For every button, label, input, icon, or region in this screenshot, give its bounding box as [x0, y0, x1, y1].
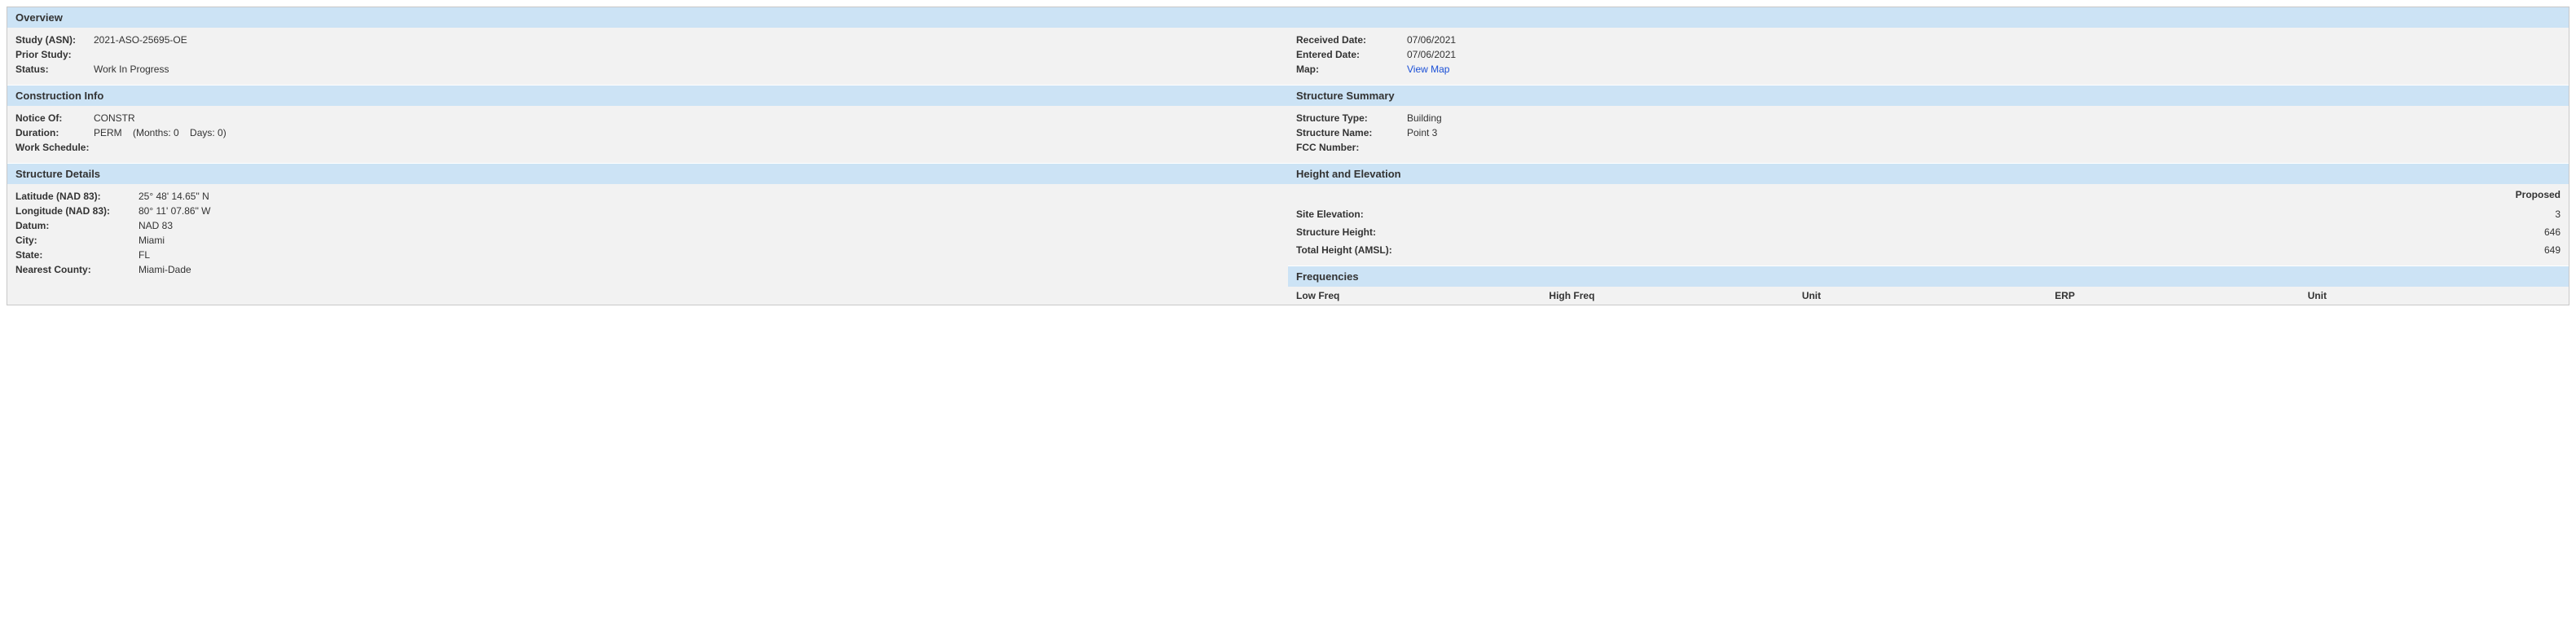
case-panel: Overview Study (ASN): 2021-ASO-25695-OE … [7, 7, 2569, 305]
city-label: City: [15, 235, 134, 246]
frequencies-header: Frequencies [1288, 266, 2569, 287]
total-height-label: Total Height (AMSL): [1296, 244, 2487, 256]
notice-of-value: CONSTR [89, 112, 135, 124]
details-height-row: Structure Details Latitude (NAD 83): 25°… [7, 163, 2569, 305]
freq-col-low: Low Freq [1296, 290, 1549, 301]
duration-value: PERM (Months: 0 Days: 0) [89, 127, 226, 138]
site-elevation-label: Site Elevation: [1296, 209, 2487, 220]
status-label: Status: [15, 64, 89, 75]
details-col: Structure Details Latitude (NAD 83): 25°… [7, 163, 1288, 305]
structure-name-value: Point 3 [1402, 127, 1437, 138]
map-label: Map: [1296, 64, 1402, 75]
entered-date-value: 07/06/2021 [1402, 49, 1456, 60]
height-col: Height and Elevation Proposed Site Eleva… [1288, 163, 2569, 305]
structure-name-label: Structure Name: [1296, 127, 1402, 138]
freq-col-unit1: Unit [1802, 290, 2055, 301]
datum-value: NAD 83 [134, 220, 173, 231]
structure-height-value: 646 [2487, 226, 2561, 238]
notice-of-label: Notice Of: [15, 112, 89, 124]
study-asn-label: Study (ASN): [15, 34, 89, 46]
freq-col-high: High Freq [1549, 290, 1801, 301]
prior-study-label: Prior Study: [15, 49, 89, 60]
overview-right: Received Date: 07/06/2021 Entered Date: … [1288, 28, 2569, 85]
status-value: Work In Progress [89, 64, 169, 75]
nearest-county-label: Nearest County: [15, 264, 134, 275]
received-date-value: 07/06/2021 [1402, 34, 1456, 46]
fcc-number-label: FCC Number: [1296, 142, 1402, 153]
freq-col-unit2: Unit [2308, 290, 2561, 301]
latitude-label: Latitude (NAD 83): [15, 191, 134, 202]
nearest-county-value: Miami-Dade [134, 264, 191, 275]
received-date-label: Received Date: [1296, 34, 1402, 46]
details-header: Structure Details [7, 163, 1288, 184]
construction-header: Construction Info [7, 85, 1288, 106]
latitude-value: 25° 48' 14.65" N [134, 191, 209, 202]
duration-label: Duration: [15, 127, 89, 138]
overview-body: Study (ASN): 2021-ASO-25695-OE Prior Stu… [7, 28, 2569, 85]
proposed-column-header: Proposed [2487, 189, 2561, 200]
state-value: FL [134, 249, 150, 261]
study-asn-value: 2021-ASO-25695-OE [89, 34, 187, 46]
view-map-link[interactable]: View Map [1402, 64, 1449, 75]
summary-col: Structure Summary Structure Type: Buildi… [1288, 85, 2569, 163]
work-schedule-label: Work Schedule: [15, 142, 89, 153]
construction-summary-row: Construction Info Notice Of: CONSTR Dura… [7, 85, 2569, 163]
city-value: Miami [134, 235, 165, 246]
longitude-value: 80° 11' 07.86" W [134, 205, 211, 217]
he-blank [1296, 189, 2487, 200]
structure-height-label: Structure Height: [1296, 226, 2487, 238]
overview-left: Study (ASN): 2021-ASO-25695-OE Prior Stu… [7, 28, 1288, 85]
entered-date-label: Entered Date: [1296, 49, 1402, 60]
freq-col-erp: ERP [2055, 290, 2307, 301]
state-label: State: [15, 249, 134, 261]
site-elevation-value: 3 [2487, 209, 2561, 220]
overview-header: Overview [7, 7, 2569, 28]
frequencies-columns: Low Freq High Freq Unit ERP Unit [1288, 287, 2569, 305]
longitude-label: Longitude (NAD 83): [15, 205, 134, 217]
construction-col: Construction Info Notice Of: CONSTR Dura… [7, 85, 1288, 163]
summary-header: Structure Summary [1288, 85, 2569, 106]
structure-type-value: Building [1402, 112, 1442, 124]
datum-label: Datum: [15, 220, 134, 231]
structure-type-label: Structure Type: [1296, 112, 1402, 124]
height-header: Height and Elevation [1288, 163, 2569, 184]
total-height-value: 649 [2487, 244, 2561, 256]
